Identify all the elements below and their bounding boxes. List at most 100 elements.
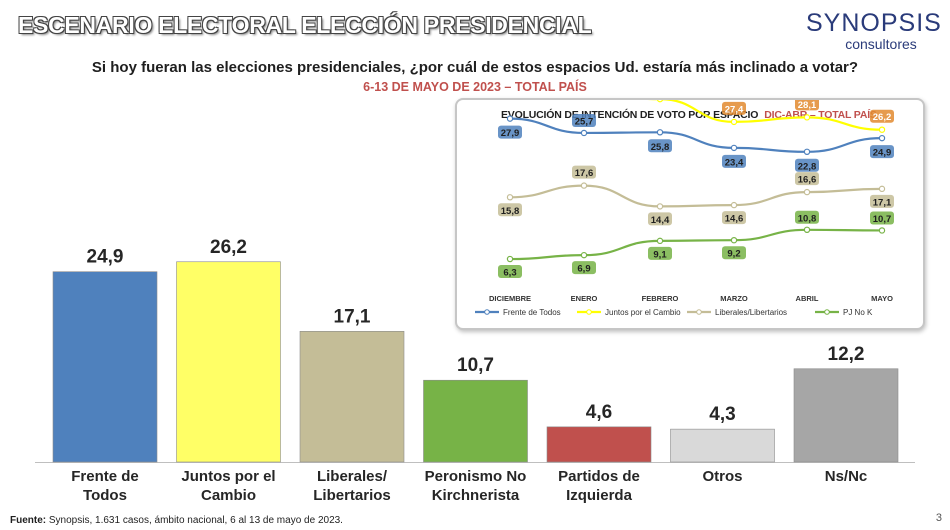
page-number: 3 bbox=[935, 512, 942, 524]
data-label: 14,4 bbox=[651, 215, 670, 226]
data-label-box bbox=[722, 246, 746, 260]
series-point bbox=[803, 114, 811, 121]
data-label-box bbox=[795, 210, 819, 224]
series-point bbox=[580, 129, 588, 137]
data-label-box bbox=[795, 172, 819, 186]
source-label: Fuente: bbox=[10, 515, 47, 526]
data-label-box bbox=[498, 265, 522, 279]
data-label-box bbox=[870, 194, 894, 208]
series-point bbox=[730, 236, 738, 244]
data-label: 9,2 bbox=[727, 249, 740, 260]
data-label: 17,1 bbox=[873, 197, 892, 208]
bar-value-label: 17,1 bbox=[334, 306, 371, 327]
data-label-box bbox=[870, 211, 894, 225]
bar bbox=[546, 426, 652, 463]
data-label: 15,8 bbox=[501, 206, 520, 217]
data-label: 28,1 bbox=[798, 100, 817, 111]
series-point bbox=[803, 226, 811, 234]
bar-value-label: 4,6 bbox=[586, 402, 612, 423]
data-label-box bbox=[572, 261, 596, 275]
data-label: 10,7 bbox=[873, 214, 892, 225]
data-label-box bbox=[722, 101, 746, 115]
data-label: 14,6 bbox=[725, 214, 744, 225]
category-label: Frente de bbox=[71, 468, 139, 485]
bar bbox=[52, 271, 158, 463]
legend-marker bbox=[484, 309, 490, 315]
series-point bbox=[656, 203, 664, 210]
series-point bbox=[878, 134, 886, 142]
bar bbox=[423, 379, 528, 463]
series-point bbox=[506, 255, 514, 263]
bar-value-label: 10,7 bbox=[457, 355, 494, 376]
series-point bbox=[878, 126, 886, 133]
category-label: Liberales/ bbox=[317, 468, 388, 485]
series-point bbox=[656, 129, 664, 136]
bar-value-label: 12,2 bbox=[828, 344, 865, 365]
data-label: 17,6 bbox=[575, 168, 594, 179]
series-point bbox=[656, 100, 664, 103]
data-label-box bbox=[870, 109, 894, 123]
data-label: 24,9 bbox=[873, 148, 892, 159]
data-label-box bbox=[722, 211, 746, 225]
category-label: Otros bbox=[702, 468, 742, 485]
bar bbox=[670, 428, 775, 463]
x-tick-label: ENERO bbox=[571, 294, 598, 303]
bar bbox=[793, 368, 899, 463]
category-label: Todos bbox=[83, 487, 127, 504]
category-label: Partidos de bbox=[558, 468, 640, 485]
data-label: 26,2 bbox=[873, 112, 892, 123]
data-label: 23,4 bbox=[725, 157, 744, 168]
data-label-box bbox=[722, 154, 746, 168]
bar bbox=[176, 261, 281, 463]
series-point bbox=[506, 194, 514, 201]
series-point bbox=[580, 251, 588, 259]
evolution-line-chart: DICIEMBRE ENERO FEBRERO MARZO ABRIL MAYO 27,9 2… bbox=[475, 100, 894, 317]
source-text: Synopsis, 1.631 casos, ámbito nacional, … bbox=[46, 515, 343, 526]
data-label-box bbox=[498, 203, 522, 217]
series-point bbox=[878, 227, 886, 234]
data-label: 6,9 bbox=[577, 264, 590, 275]
survey-date-subtitle: 6-13 DE MAYO DE 2023 – TOTAL PAÍS bbox=[363, 80, 587, 94]
bar-value-label: 26,2 bbox=[210, 237, 247, 258]
series-point bbox=[730, 144, 738, 152]
data-label: 25,8 bbox=[651, 142, 670, 153]
bar bbox=[299, 331, 405, 463]
legend-label: PJ No K bbox=[843, 308, 873, 317]
series-point bbox=[580, 182, 588, 189]
legend-label: Juntos por el Cambio bbox=[605, 308, 681, 317]
bar-value-label: 4,3 bbox=[709, 404, 735, 425]
logo-sub-text: consultores bbox=[845, 36, 917, 52]
data-label-box bbox=[498, 125, 522, 139]
category-label: Cambio bbox=[201, 487, 256, 504]
category-label: Izquierda bbox=[566, 487, 633, 504]
data-label: 22,8 bbox=[798, 161, 817, 172]
data-label-box bbox=[795, 158, 819, 172]
category-label: Libertarios bbox=[313, 487, 391, 504]
category-label: Ns/Nc bbox=[825, 468, 868, 485]
inset-title-main: EVOLUCIÓN DE INTENCIÓN DE VOTO POR ESPAC… bbox=[501, 109, 759, 121]
legend-label: Liberales/Libertarios bbox=[715, 308, 787, 317]
series-point bbox=[730, 201, 738, 209]
data-label-box bbox=[795, 100, 819, 111]
legend-marker bbox=[696, 309, 702, 315]
data-label-box bbox=[648, 212, 672, 226]
series-line bbox=[646, 100, 883, 131]
x-tick-label: MAYO bbox=[871, 294, 893, 303]
series-point bbox=[506, 115, 514, 122]
series-line bbox=[509, 228, 883, 261]
x-tick-label: ABRIL bbox=[796, 294, 819, 303]
series-point bbox=[878, 185, 886, 193]
series-point bbox=[730, 118, 738, 126]
series-point bbox=[803, 188, 811, 196]
data-label: 25,7 bbox=[575, 116, 594, 127]
category-label: Kirchnerista bbox=[432, 487, 520, 504]
data-label-box bbox=[648, 139, 672, 153]
series-line bbox=[509, 117, 883, 153]
source-note: Fuente: Synopsis, 1.631 casos, ámbito na… bbox=[10, 515, 343, 526]
legend-marker bbox=[586, 309, 592, 315]
survey-question: Si hoy fueran las elecciones presidencia… bbox=[91, 59, 859, 76]
data-label-box bbox=[572, 113, 596, 127]
data-label: 27,4 bbox=[725, 104, 744, 115]
data-label-box bbox=[870, 145, 894, 159]
